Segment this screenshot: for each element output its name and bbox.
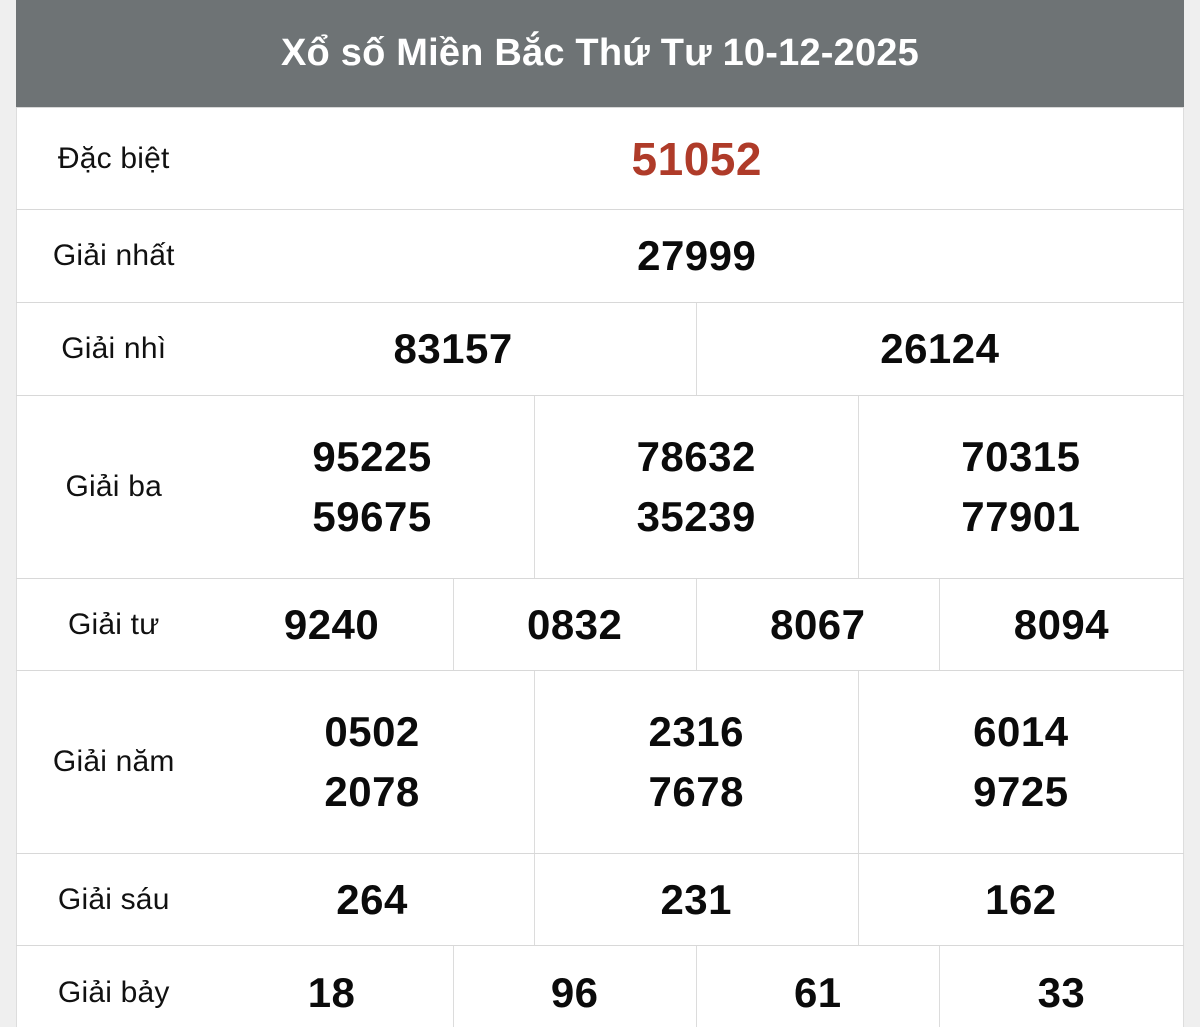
prize-number: 95225 bbox=[211, 396, 535, 487]
prize-number: 8067 bbox=[697, 579, 940, 670]
prize-number: 0502 bbox=[211, 671, 535, 762]
lottery-results-table: Đặc biệt 51052 Giải nhất 27999 Giải nhì 83157… bbox=[16, 107, 1184, 1027]
prize-number: 27999 bbox=[637, 232, 757, 279]
prize-label: Giải ba bbox=[16, 395, 211, 579]
prize-number: 61 bbox=[697, 946, 940, 1027]
prize-number: 77901 bbox=[961, 493, 1081, 540]
prize-row: Giải năm 0502 2316 6014 2078 7678 9725 bbox=[16, 670, 1184, 854]
prize-numbers-cell: 0502 2316 6014 2078 7678 9725 bbox=[210, 670, 1184, 854]
prize-row: Đặc biệt 51052 bbox=[16, 107, 1184, 210]
result-header: Xổ số Miền Bắc Thứ Tư 10-12-2025 bbox=[16, 0, 1184, 107]
prize-number: 2316 bbox=[535, 671, 859, 762]
prize-number-grid: 9240 0832 8067 8094 bbox=[211, 579, 1184, 670]
prize-number: 78632 bbox=[535, 396, 859, 487]
prize-number: 26124 bbox=[880, 325, 1000, 372]
prize-number: 0832 bbox=[454, 579, 697, 670]
prize-number: 9725 bbox=[973, 768, 1069, 815]
prize-label: Giải năm bbox=[16, 670, 211, 854]
prize-label: Giải sáu bbox=[16, 853, 211, 946]
prize-number: 18 bbox=[211, 946, 454, 1027]
prize-number: 83157 bbox=[211, 303, 697, 395]
prize-label: Giải tư bbox=[16, 578, 211, 671]
prize-row: Giải sáu 264 231 162 bbox=[16, 853, 1184, 946]
prize-number: 70315 bbox=[961, 433, 1081, 480]
prize-number: 96 bbox=[454, 946, 697, 1027]
prize-number: 6014 bbox=[973, 708, 1069, 755]
prize-number: 8094 bbox=[1013, 600, 1110, 648]
table-body: Đặc biệt 51052 Giải nhất 27999 Giải nhì 83157… bbox=[16, 107, 1184, 1027]
prize-number: 9240 bbox=[211, 579, 454, 670]
prize-number-grid: 18 96 61 33 bbox=[211, 946, 1184, 1027]
prize-number: 51052 bbox=[631, 132, 762, 185]
prize-number: 231 bbox=[535, 854, 859, 945]
prize-number-grid: 264 231 162 bbox=[211, 854, 1184, 945]
prize-label: Giải bảy bbox=[16, 945, 211, 1027]
prize-row: Giải tư 9240 0832 8067 8094 bbox=[16, 578, 1184, 671]
prize-row: Giải nhất 27999 bbox=[16, 209, 1184, 303]
prize-row: Giải nhì 83157 26124 bbox=[16, 302, 1184, 396]
prize-row: Giải bảy 18 96 61 33 bbox=[16, 945, 1184, 1027]
prize-number: 162 bbox=[985, 875, 1057, 923]
prize-label: Đặc biệt bbox=[16, 107, 211, 210]
prize-label: Giải nhì bbox=[16, 302, 211, 396]
prize-number-grid: 95225 78632 70315 59675 35239 77901 bbox=[211, 396, 1184, 578]
prize-row: Giải ba 95225 78632 70315 59675 35239 77901 bbox=[16, 395, 1184, 579]
prize-numbers-cell: 83157 26124 bbox=[210, 302, 1184, 396]
prize-number-grid: 51052 bbox=[211, 108, 1184, 209]
prize-number-grid: 0502 2316 6014 2078 7678 9725 bbox=[211, 671, 1184, 853]
prize-numbers-cell: 18 96 61 33 bbox=[210, 945, 1184, 1027]
prize-number: 2078 bbox=[211, 762, 535, 853]
page-title: Xổ số Miền Bắc Thứ Tư 10-12-2025 bbox=[281, 31, 919, 74]
prize-number-grid: 83157 26124 bbox=[211, 303, 1184, 395]
prize-numbers-cell: 27999 bbox=[210, 209, 1184, 303]
prize-label: Giải nhất bbox=[16, 209, 211, 303]
prize-number-grid: 27999 bbox=[211, 210, 1184, 302]
prize-number: 59675 bbox=[211, 487, 535, 578]
prize-numbers-cell: 51052 bbox=[210, 107, 1184, 210]
prize-numbers-cell: 9240 0832 8067 8094 bbox=[210, 578, 1184, 671]
prize-numbers-cell: 264 231 162 bbox=[210, 853, 1184, 946]
prize-numbers-cell: 95225 78632 70315 59675 35239 77901 bbox=[210, 395, 1184, 579]
prize-number: 33 bbox=[1037, 968, 1086, 1016]
prize-number: 35239 bbox=[535, 487, 859, 578]
prize-number: 264 bbox=[211, 854, 535, 945]
prize-number: 7678 bbox=[535, 762, 859, 853]
